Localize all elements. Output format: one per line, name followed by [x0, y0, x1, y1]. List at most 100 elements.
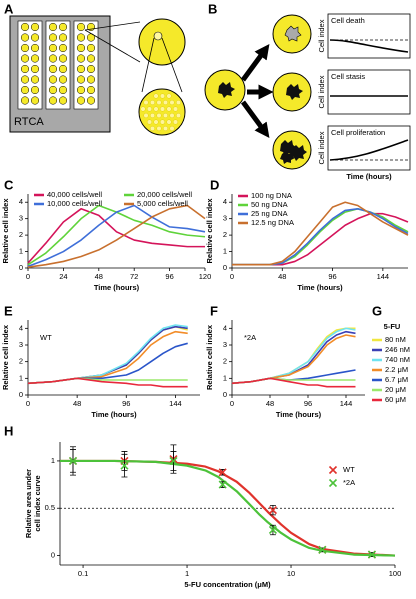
panel-letter: G [372, 303, 382, 318]
well-dot [58, 64, 68, 74]
point-glyph [268, 525, 278, 535]
point-glyph [169, 456, 178, 465]
x-tick-label: 0.1 [78, 569, 88, 578]
y-tick-label: 1 [51, 456, 55, 465]
electrode [159, 119, 165, 125]
legend-label: 12.5 ng DNA [251, 218, 294, 227]
series-line [27, 204, 206, 268]
electrode [162, 125, 168, 131]
mini-frame [327, 125, 411, 171]
well-dot [30, 43, 40, 53]
cells [280, 140, 307, 164]
electrode [169, 112, 175, 118]
electrode [156, 99, 162, 105]
x-tick-label: 96 [304, 399, 312, 408]
plate [45, 20, 71, 110]
outcome-label: Cell stasis [331, 72, 365, 81]
mini-frame [327, 69, 411, 115]
y-axis-label: Relative cell index [205, 198, 214, 264]
well-dot [86, 43, 96, 53]
legend-label: 20,000 cells/well [137, 190, 192, 199]
rtca-label: RTCA [14, 116, 44, 128]
mini-frame [327, 13, 411, 59]
point [268, 506, 278, 515]
legend-swatch [328, 465, 338, 475]
x-tick-label: 48 [266, 399, 274, 408]
well-dot [30, 33, 40, 42]
point [218, 480, 227, 489]
outcome-death: Cell death Cell index [317, 13, 411, 59]
x-tick-label: 144 [340, 399, 353, 408]
x-tick-label: 48 [278, 272, 286, 281]
annotation: *2A [244, 333, 256, 342]
panel-letter: D [210, 177, 219, 192]
electrode [166, 119, 172, 125]
electrode [149, 125, 155, 131]
well-dot [20, 64, 30, 74]
well-dot [20, 96, 30, 105]
zoom-line [84, 21, 141, 31]
x-tick-label: 120 [199, 272, 212, 281]
x-tick-label: 10 [287, 569, 295, 578]
legend-swatch [328, 478, 338, 488]
y-axis-label: Relative area under [24, 469, 33, 538]
series-line [27, 342, 188, 385]
legend-label: 20 μM [385, 385, 406, 394]
well-dot [58, 75, 68, 84]
x-tick-label: 96 [328, 272, 336, 281]
x-tick-label: 0 [26, 272, 30, 281]
well-dot [76, 43, 86, 53]
well-dot [48, 33, 58, 42]
cell [286, 84, 303, 100]
outcome-label: Cell death [331, 16, 365, 25]
well-dot [76, 33, 86, 42]
electrode [166, 106, 172, 112]
x-tick-label: 48 [95, 272, 103, 281]
well-dot [86, 96, 96, 105]
well-dot [20, 54, 30, 63]
panel-letter: E [4, 303, 13, 318]
legend-label: 40,000 cells/well [47, 190, 102, 199]
dead-cell [284, 25, 302, 42]
legend-label: 740 nM [385, 355, 410, 364]
well-dot [30, 75, 40, 84]
electrode [149, 99, 155, 105]
well-dot [86, 75, 96, 84]
plates [17, 20, 99, 110]
point [120, 461, 129, 470]
y-axis-label: Relative cell index [205, 324, 214, 390]
y-tick-label: 1 [223, 247, 227, 256]
y-tick-label: 1 [19, 247, 23, 256]
electrode [143, 99, 149, 105]
y-tick-label: 3 [19, 340, 23, 349]
well-dot [20, 85, 30, 95]
y-axis-label: Relative cell index [1, 198, 10, 264]
x-tick-label: 24 [59, 272, 67, 281]
y-tick-label: 0 [223, 390, 227, 399]
well-dot [30, 22, 40, 32]
legend-label: 246 nM [385, 345, 410, 354]
plate [73, 20, 99, 110]
point [68, 456, 78, 465]
well-dot [20, 22, 30, 32]
well-dot [76, 54, 86, 63]
well-dot [48, 64, 58, 74]
electrode [159, 106, 165, 112]
legend-label: WT [343, 465, 355, 474]
well-dot [76, 96, 86, 105]
mini-y-label: Cell index [317, 131, 326, 164]
mini-y-label: Cell index [317, 19, 326, 52]
well-dot [86, 54, 96, 63]
x-tick-label: 0 [230, 272, 234, 281]
zoom-line [84, 29, 141, 63]
x-axis-label: Time (hours) [297, 283, 343, 292]
well-dot [58, 22, 68, 32]
y-tick-label: 1 [19, 373, 23, 382]
y-tick-label: 3 [223, 340, 227, 349]
series-line [27, 330, 188, 385]
electrode [153, 119, 159, 125]
point-glyph [218, 468, 227, 477]
legend-label: *2A [343, 478, 355, 487]
electrode [143, 112, 149, 118]
electrode [169, 99, 175, 105]
